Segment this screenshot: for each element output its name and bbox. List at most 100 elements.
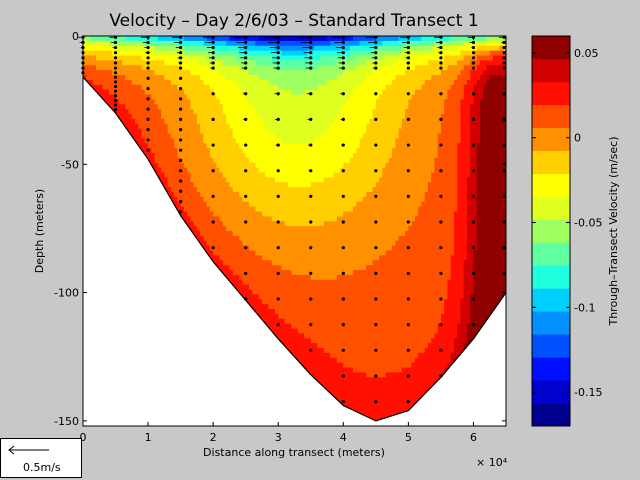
field-cell	[291, 226, 295, 232]
field-cell	[366, 289, 370, 295]
field-cell	[216, 187, 221, 193]
field-cell	[375, 226, 380, 232]
field-cell	[287, 40, 292, 47]
field-cell	[362, 226, 367, 232]
field-cell	[356, 167, 360, 173]
field-cell	[304, 94, 308, 100]
field-cell	[330, 109, 334, 115]
field-cell	[369, 387, 373, 393]
field-cell	[92, 50, 97, 56]
field-cell	[268, 118, 273, 125]
field-cell	[213, 128, 217, 134]
field-cell	[278, 323, 282, 329]
field-cell	[274, 201, 279, 208]
field-cell	[330, 118, 334, 125]
field-cell	[330, 221, 334, 227]
field-cell	[180, 55, 185, 61]
field-cell	[320, 318, 325, 325]
field-cell	[327, 114, 331, 120]
field-cell	[301, 192, 305, 198]
field-cell	[382, 357, 386, 364]
field-cell	[271, 192, 276, 198]
field-cell	[164, 50, 168, 56]
field-cell	[340, 294, 344, 300]
field-cell	[245, 167, 250, 173]
field-cell	[190, 128, 195, 134]
field-cell	[170, 65, 175, 71]
field-cell	[369, 406, 373, 412]
field-cell	[346, 99, 351, 105]
field-cell	[307, 138, 312, 144]
field-cell	[301, 148, 305, 154]
field-cell	[310, 192, 315, 198]
field-cell	[102, 70, 107, 76]
field-cell	[353, 94, 357, 100]
field-cell	[209, 196, 214, 203]
field-cell	[216, 221, 221, 227]
field-cell	[385, 348, 390, 354]
field-cell	[375, 318, 380, 325]
field-cell	[200, 114, 204, 120]
field-cell	[274, 318, 279, 325]
field-cell	[255, 75, 260, 81]
field-cell	[372, 221, 377, 227]
field-cell	[213, 60, 217, 66]
field-cell	[304, 104, 308, 110]
field-cell	[392, 162, 396, 169]
field-cell	[323, 235, 328, 242]
field-cell	[349, 391, 354, 398]
field-cell	[135, 40, 139, 47]
field-cell	[340, 153, 344, 159]
field-cell	[252, 231, 256, 237]
field-cell	[310, 75, 315, 81]
field-cell	[294, 235, 299, 242]
field-cell	[362, 104, 367, 110]
field-cell	[148, 128, 152, 134]
field-cell	[359, 270, 364, 276]
field-cell	[177, 201, 182, 208]
field-cell	[366, 357, 370, 364]
field-cell	[336, 323, 341, 329]
field-cell	[356, 187, 360, 193]
field-cell	[219, 99, 224, 105]
field-cell	[314, 177, 318, 183]
field-cell	[294, 352, 299, 359]
field-cell	[379, 235, 383, 242]
field-cell	[301, 211, 305, 217]
field-cell	[291, 333, 295, 339]
field-cell	[242, 221, 247, 227]
field-cell	[213, 177, 217, 183]
field-cell	[148, 94, 152, 100]
field-cell	[343, 216, 347, 222]
field-cell	[346, 143, 351, 149]
field-cell	[174, 99, 178, 105]
field-cell	[369, 299, 373, 305]
field-cell	[242, 99, 247, 105]
field-cell	[177, 177, 182, 183]
field-cell	[372, 318, 377, 325]
field-cell	[327, 382, 331, 388]
field-cell	[356, 143, 360, 149]
field-cell	[327, 265, 331, 271]
field-cell	[353, 391, 357, 398]
field-cell	[177, 118, 182, 125]
field-cell	[375, 299, 380, 305]
field-cell	[255, 143, 260, 149]
field-cell	[320, 201, 325, 208]
field-cell	[353, 401, 357, 407]
field-cell	[310, 274, 315, 281]
field-cell	[385, 70, 390, 76]
field-cell	[366, 104, 370, 110]
field-cell	[196, 162, 201, 169]
field-cell	[323, 167, 328, 173]
field-cell	[330, 382, 334, 388]
field-cell	[164, 128, 168, 134]
field-cell	[304, 333, 308, 339]
field-cell	[320, 206, 325, 212]
field-cell	[138, 79, 142, 86]
field-cell	[333, 372, 338, 378]
field-cell	[323, 157, 328, 164]
field-cell	[343, 60, 347, 66]
field-cell	[323, 357, 328, 364]
field-cell	[209, 99, 214, 105]
